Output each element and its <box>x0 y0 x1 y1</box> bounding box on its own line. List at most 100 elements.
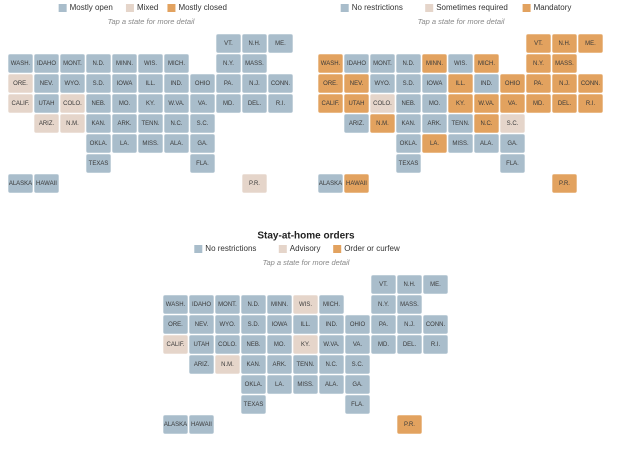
state-tile[interactable] <box>577 73 604 94</box>
state-tile[interactable] <box>370 274 397 295</box>
state-tile[interactable] <box>240 354 267 375</box>
state-tile[interactable] <box>33 173 60 194</box>
state-tile[interactable] <box>214 294 241 315</box>
state-tile[interactable] <box>188 334 215 355</box>
state-tile[interactable] <box>241 73 268 94</box>
state-tile[interactable] <box>241 93 268 114</box>
state-tile[interactable] <box>240 314 267 335</box>
state-tile[interactable] <box>396 294 423 315</box>
state-tile[interactable] <box>215 33 242 54</box>
state-tile[interactable] <box>267 73 294 94</box>
state-tile[interactable] <box>369 73 396 94</box>
state-tile[interactable] <box>551 53 578 74</box>
state-tile[interactable] <box>162 334 189 355</box>
state-tile[interactable] <box>7 173 34 194</box>
state-tile[interactable] <box>421 73 448 94</box>
state-tile[interactable] <box>447 133 474 154</box>
state-tile[interactable] <box>318 374 345 395</box>
state-tile[interactable] <box>33 93 60 114</box>
state-tile[interactable] <box>317 73 344 94</box>
state-tile[interactable] <box>266 294 293 315</box>
state-tile[interactable] <box>85 93 112 114</box>
state-tile[interactable] <box>267 33 294 54</box>
state-tile[interactable] <box>241 33 268 54</box>
state-tile[interactable] <box>240 294 267 315</box>
state-tile[interactable] <box>85 73 112 94</box>
state-tile[interactable] <box>188 314 215 335</box>
state-tile[interactable] <box>266 314 293 335</box>
state-tile[interactable] <box>111 113 138 134</box>
state-tile[interactable] <box>577 93 604 114</box>
state-tile[interactable] <box>369 113 396 134</box>
state-tile[interactable] <box>499 153 526 174</box>
state-tile[interactable] <box>189 73 216 94</box>
state-tile[interactable] <box>189 113 216 134</box>
state-tile[interactable] <box>266 334 293 355</box>
state-tile[interactable] <box>318 334 345 355</box>
state-tile[interactable] <box>317 93 344 114</box>
state-tile[interactable] <box>85 133 112 154</box>
state-tile[interactable] <box>163 133 190 154</box>
state-tile[interactable] <box>370 314 397 335</box>
state-tile[interactable] <box>292 374 319 395</box>
state-tile[interactable] <box>473 133 500 154</box>
state-tile[interactable] <box>395 153 422 174</box>
state-tile[interactable] <box>473 73 500 94</box>
state-tile[interactable] <box>318 314 345 335</box>
state-tile[interactable] <box>396 414 423 435</box>
state-tile[interactable] <box>137 73 164 94</box>
state-tile[interactable] <box>162 414 189 435</box>
state-tile[interactable] <box>189 93 216 114</box>
state-tile[interactable] <box>137 133 164 154</box>
state-tile[interactable] <box>421 133 448 154</box>
state-tile[interactable] <box>137 53 164 74</box>
state-tile[interactable] <box>343 73 370 94</box>
state-tile[interactable] <box>421 113 448 134</box>
state-tile[interactable] <box>447 113 474 134</box>
state-tile[interactable] <box>344 354 371 375</box>
state-tile[interactable] <box>344 374 371 395</box>
state-tile[interactable] <box>473 93 500 114</box>
state-tile[interactable] <box>318 354 345 375</box>
state-tile[interactable] <box>214 354 241 375</box>
state-tile[interactable] <box>85 113 112 134</box>
state-tile[interactable] <box>162 314 189 335</box>
state-tile[interactable] <box>422 274 449 295</box>
state-tile[interactable] <box>473 113 500 134</box>
state-tile[interactable] <box>396 334 423 355</box>
state-tile[interactable] <box>525 93 552 114</box>
state-tile[interactable] <box>215 93 242 114</box>
state-tile[interactable] <box>473 53 500 74</box>
state-tile[interactable] <box>292 334 319 355</box>
state-tile[interactable] <box>447 93 474 114</box>
state-tile[interactable] <box>188 294 215 315</box>
state-tile[interactable] <box>59 53 86 74</box>
state-tile[interactable] <box>369 53 396 74</box>
state-tile[interactable] <box>343 93 370 114</box>
state-tile[interactable] <box>59 93 86 114</box>
state-tile[interactable] <box>395 113 422 134</box>
state-tile[interactable] <box>266 354 293 375</box>
state-tile[interactable] <box>395 133 422 154</box>
state-tile[interactable] <box>344 314 371 335</box>
state-tile[interactable] <box>163 93 190 114</box>
state-tile[interactable] <box>241 173 268 194</box>
state-tile[interactable] <box>163 53 190 74</box>
state-tile[interactable] <box>59 113 86 134</box>
state-tile[interactable] <box>395 53 422 74</box>
state-tile[interactable] <box>33 53 60 74</box>
state-tile[interactable] <box>421 93 448 114</box>
state-tile[interactable] <box>370 294 397 315</box>
state-tile[interactable] <box>396 314 423 335</box>
state-tile[interactable] <box>525 33 552 54</box>
state-tile[interactable] <box>422 314 449 335</box>
state-tile[interactable] <box>344 394 371 415</box>
state-tile[interactable] <box>111 93 138 114</box>
state-tile[interactable] <box>215 73 242 94</box>
state-tile[interactable] <box>163 73 190 94</box>
state-tile[interactable] <box>111 133 138 154</box>
state-tile[interactable] <box>343 113 370 134</box>
state-tile[interactable] <box>422 334 449 355</box>
state-tile[interactable] <box>499 113 526 134</box>
state-tile[interactable] <box>447 53 474 74</box>
